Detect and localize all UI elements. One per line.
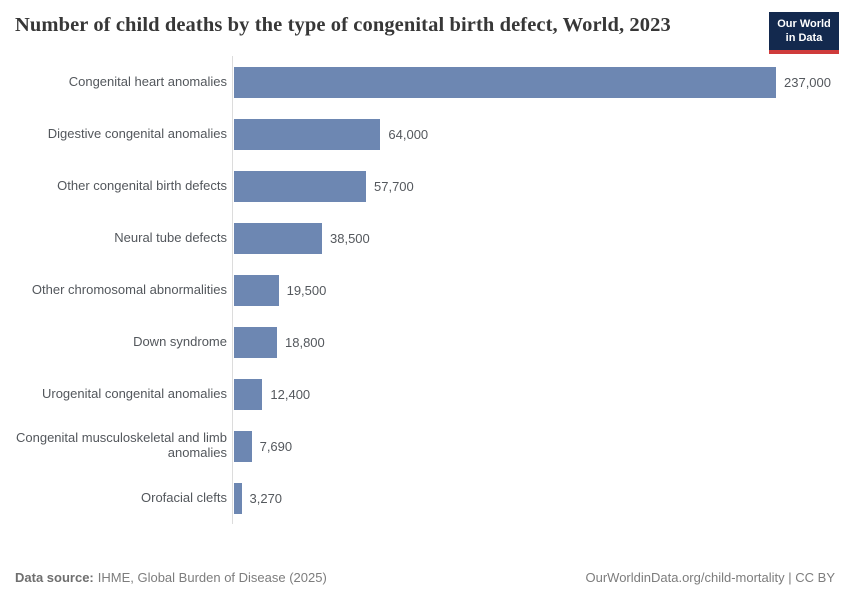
bar[interactable] <box>234 378 263 410</box>
bar-area: 64,000 <box>233 108 850 160</box>
category-label: Orofacial clefts <box>141 489 227 505</box>
bar[interactable] <box>234 326 277 358</box>
value-label: 12,400 <box>270 386 311 402</box>
bar-area: 237,000 <box>233 56 850 108</box>
bar-row: Orofacial clefts 3,270 <box>0 472 850 524</box>
bar-area: 12,400 <box>233 368 850 420</box>
bar-row: Other chromosomal abnormalities 19,500 <box>0 264 850 316</box>
owid-logo[interactable]: Our World in Data <box>769 12 839 54</box>
bar-area: 19,500 <box>233 264 850 316</box>
data-source-note: Data source: IHME, Global Burden of Disea… <box>15 570 327 585</box>
category-label: Digestive congenital anomalies <box>47 125 227 141</box>
bar-chart: Congenital heart anomalies 237,000 Digesti… <box>0 56 850 524</box>
bar-area: 7,690 <box>233 420 850 472</box>
bar-area: 18,800 <box>233 316 850 368</box>
bar-row: Neural tube defects 38,500 <box>0 212 850 264</box>
owid-logo-line2: in Data <box>785 31 823 44</box>
bar[interactable] <box>234 222 322 254</box>
bar-area: 38,500 <box>233 212 850 264</box>
value-label: 7,690 <box>259 438 293 454</box>
data-source-value: IHME, Global Burden of Disease (2025) <box>97 570 327 585</box>
category-label: Other chromosomal abnormalities <box>31 281 227 297</box>
data-source-label: Data source: <box>15 570 94 585</box>
bar-row: Other congenital birth defects 57,700 <box>0 160 850 212</box>
value-label: 19,500 <box>286 282 327 298</box>
bar-row: Down syndrome 18,800 <box>0 316 850 368</box>
category-label: Down syndrome <box>133 333 227 349</box>
header: Number of child deaths by the type of co… <box>0 0 850 39</box>
y-axis-line <box>232 56 233 524</box>
footer: Data source: IHME, Global Burden of Disea… <box>15 570 835 585</box>
chart-title: Number of child deaths by the type of co… <box>15 14 671 36</box>
category-label: Congenital musculoskeletal and limb anom… <box>15 430 227 460</box>
bar-area: 3,270 <box>233 472 850 524</box>
bar-area: 57,700 <box>233 160 850 212</box>
bar[interactable] <box>234 66 776 98</box>
category-label: Urogenital congenital anomalies <box>41 385 227 401</box>
category-label: Congenital heart anomalies <box>68 73 227 89</box>
owid-logo-line1: Our World <box>777 18 831 30</box>
bar[interactable] <box>234 274 279 306</box>
category-label: Other congenital birth defects <box>57 177 227 193</box>
value-label: 57,700 <box>374 178 414 194</box>
owid-url-license-link[interactable]: OurWorldinData.org/child-mortality | CC … <box>585 570 836 585</box>
category-label: Neural tube defects <box>114 229 227 245</box>
value-label: 38,500 <box>330 230 370 246</box>
bar[interactable] <box>234 482 242 514</box>
bar-row: Congenital heart anomalies 237,000 <box>0 56 850 108</box>
value-label: 18,800 <box>285 334 325 350</box>
value-label: 237,000 <box>784 74 831 90</box>
value-label: 64,000 <box>388 126 429 142</box>
bar[interactable] <box>234 170 366 202</box>
bar-row: Urogenital congenital anomalies 12,400 <box>0 368 850 420</box>
value-label: 3,270 <box>249 490 283 506</box>
bar-row: Digestive congenital anomalies 64,000 <box>0 108 850 160</box>
bar[interactable] <box>234 430 252 462</box>
bar-row: Congenital musculoskeletal and limb anom… <box>0 420 850 472</box>
bar[interactable] <box>234 118 381 150</box>
bar-chart-rows: Congenital heart anomalies 237,000 Digesti… <box>0 56 850 524</box>
